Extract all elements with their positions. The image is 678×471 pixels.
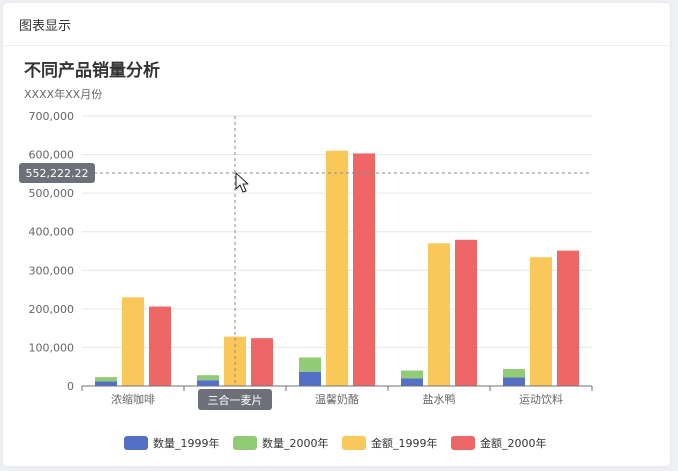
bar-金额_2000年[interactable] [251, 338, 273, 386]
x-axis: 浓缩咖啡 温馨奶酪 盐水鸭 运动饮料 [81, 385, 593, 406]
legend-swatch[interactable] [342, 436, 366, 450]
legend-label[interactable]: 数量_2000年 [262, 436, 329, 450]
y-tick-label: 400,000 [29, 226, 75, 239]
y-tick-label: 100,000 [29, 341, 75, 354]
y-axis: 0 100,000 200,000 300,000 400,000 500,000 600,… [29, 110, 75, 393]
x-tick-label: 运动饮料 [519, 392, 563, 406]
legend-label[interactable]: 金额_2000年 [480, 436, 547, 450]
axis-pointer: 552,222.22 三合一麦片 [19, 116, 592, 410]
bar-数量_1999年[interactable] [197, 380, 219, 386]
chart-title: 不同产品销量分析 [24, 60, 160, 81]
bar-数量_1999年[interactable] [95, 381, 117, 386]
pointer-x-label-box [198, 389, 272, 410]
bar-金额_2000年[interactable] [557, 250, 579, 386]
legend-swatch[interactable] [124, 436, 148, 450]
legend-item[interactable]: 数量_1999年 [124, 436, 220, 450]
bars[interactable] [95, 150, 579, 386]
legend[interactable]: 数量_1999年 数量_2000年 金额_1999年 金额_2000年 [124, 436, 547, 450]
pointer-y-label-box [19, 163, 95, 183]
bar-金额_2000年[interactable] [149, 306, 171, 386]
y-tick-label: 200,000 [29, 303, 75, 316]
bar-金额_1999年[interactable] [326, 150, 348, 386]
x-tick-label: 浓缩咖啡 [111, 392, 155, 406]
legend-label[interactable]: 数量_1999年 [153, 436, 220, 450]
panel-header: 图表显示 [3, 3, 670, 46]
bar-金额_1999年[interactable] [530, 257, 552, 386]
bar-数量_1999年[interactable] [299, 371, 321, 386]
bar-数量_2000年[interactable] [503, 369, 525, 378]
y-tick-label: 300,000 [29, 264, 75, 277]
legend-item[interactable]: 金额_1999年 [342, 436, 438, 450]
bar-金额_1999年[interactable] [122, 297, 144, 386]
bar-数量_1999年[interactable] [503, 377, 525, 386]
y-tick-label: 600,000 [29, 149, 75, 162]
y-tick-label: 500,000 [29, 187, 75, 200]
legend-item[interactable]: 数量_2000年 [233, 436, 329, 450]
panel-title: 图表显示 [19, 19, 72, 34]
bar-数量_2000年[interactable] [299, 357, 321, 372]
bar-金额_2000年[interactable] [353, 153, 375, 386]
bar-数量_2000年[interactable] [95, 377, 117, 382]
legend-item[interactable]: 金额_2000年 [451, 436, 547, 450]
pointer-x-label: 三合一麦片 [208, 393, 263, 407]
bar-金额_1999年[interactable] [428, 243, 450, 386]
mouse-cursor-icon [235, 172, 249, 193]
legend-swatch[interactable] [451, 436, 475, 450]
legend-swatch[interactable] [233, 436, 257, 450]
bar-金额_1999年[interactable] [224, 336, 246, 386]
y-tick-label: 0 [67, 380, 74, 393]
legend-label[interactable]: 金额_1999年 [371, 436, 438, 450]
y-tick-label: 700,000 [29, 110, 75, 123]
bar-数量_1999年[interactable] [401, 378, 423, 386]
pointer-y-label: 552,222.22 [26, 167, 89, 180]
x-tick-label: 温馨奶酪 [315, 392, 359, 406]
bar-金额_2000年[interactable] [455, 239, 477, 386]
bar-数量_2000年[interactable] [197, 375, 219, 381]
x-tick-label: 盐水鸭 [423, 393, 456, 406]
chart-subtitle: XXXX年XX月份 [24, 87, 102, 101]
bar-数量_2000年[interactable] [401, 370, 423, 379]
